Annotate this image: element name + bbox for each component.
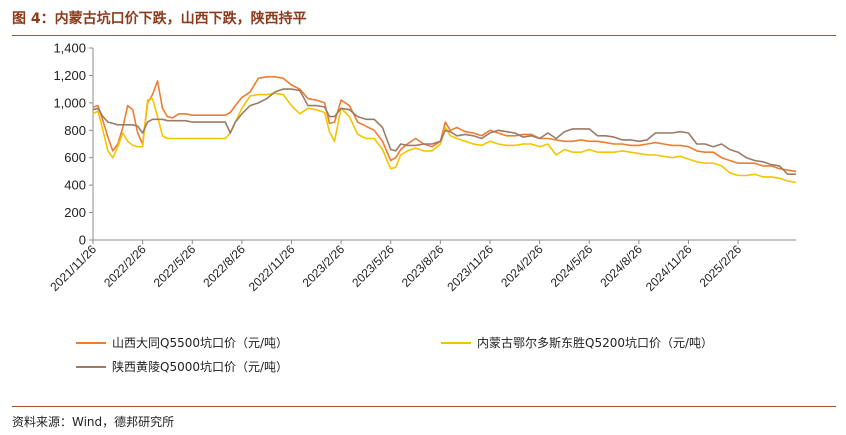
series-line-2 [92,88,796,175]
y-tick-label: 1,200 [53,68,86,83]
x-tick-label: 2022/2/26 [101,242,149,290]
legend-label-1: 内蒙古鄂尔多斯东胜Q5200坑口价（元/吨） [477,335,713,350]
x-tick-label: 2023/8/26 [399,242,447,290]
x-tick-label: 2024/11/26 [643,242,695,294]
y-tick-label: 1,400 [53,41,86,56]
x-tick-label: 2024/5/26 [548,242,596,290]
legend-label-2: 陕西黄陵Q5000坑口价（元/吨） [112,359,288,374]
source-rule [12,406,836,407]
legend-label-0: 山西大同Q5500坑口价（元/吨） [112,335,288,350]
y-tick-label: 400 [64,178,86,193]
y-tick-label: 1,000 [53,95,86,110]
source-note: 资料来源：Wind，德邦研究所 [12,415,175,429]
x-tick-label: 2023/11/26 [444,242,496,294]
x-tick-label: 2023/2/26 [300,242,348,290]
y-tick-label: 800 [64,123,86,138]
y-tick-label: 200 [64,205,86,220]
y-tick-label: 600 [64,150,86,165]
x-tick-label: 2022/5/26 [151,242,199,290]
y-tick-labels: 0 200 400 600 800 1,000 1,200 1,400 [53,41,86,248]
chart-legend: 山西大同Q5500坑口价（元/吨） 内蒙古鄂尔多斯东胜Q5200坑口价（元/吨） 陕… [76,335,713,374]
series-lines [92,76,797,184]
x-tick-label: 2024/2/26 [498,242,546,290]
series-line-1 [92,92,797,184]
x-tick-label: 2024/8/26 [597,242,645,290]
x-tick-label: 2022/8/26 [200,242,248,290]
x-tick-label: 2023/5/26 [349,242,397,290]
series-line-0 [92,76,797,173]
x-tick-label: 2025/2/26 [697,242,745,290]
title-rule [12,35,836,36]
x-tick-label: 2021/11/26 [47,242,99,294]
y-tick-label: 0 [79,233,86,248]
chart-axes [89,47,796,244]
x-tick-label: 2022/11/26 [246,242,298,294]
x-tick-labels: 2021/11/26 2022/2/26 2022/5/26 2022/8/26202… [47,242,744,294]
figure-title: 图 4：内蒙古坑口价下跌，山西下跌，陕西持平 [12,11,307,27]
